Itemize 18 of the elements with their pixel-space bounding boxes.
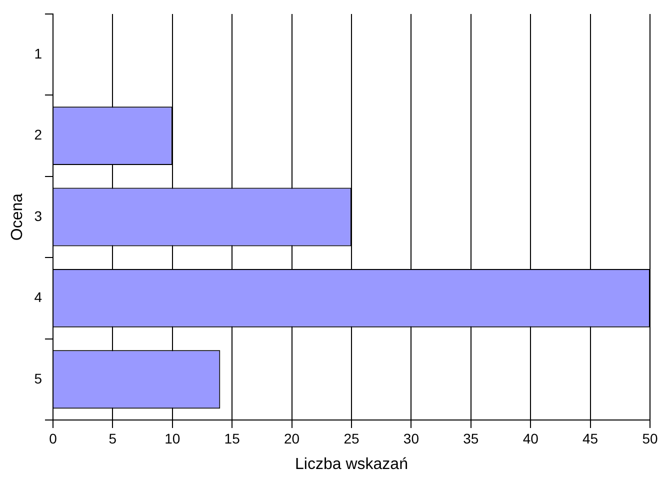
x-tick-label: 40 (522, 430, 539, 446)
x-axis-title: Liczba wskazań (295, 456, 408, 473)
x-tick-label: 15 (224, 430, 240, 446)
x-tick-label: 45 (582, 430, 598, 446)
x-tick-label: 25 (344, 430, 360, 446)
x-tick-label: 50 (642, 430, 658, 446)
y-tick-label: 4 (34, 289, 42, 306)
y-tick-label: 5 (34, 370, 42, 386)
x-tick-label: 35 (463, 430, 479, 446)
x-tick-label: 10 (164, 430, 180, 446)
y-tick-label: 3 (34, 208, 42, 224)
y-axis-title: Ocena (9, 193, 26, 241)
x-tick-label: 30 (403, 430, 420, 446)
y-tick-label: 2 (34, 126, 42, 143)
y-tick-label: 1 (34, 45, 42, 62)
x-tick-label: 5 (108, 430, 117, 446)
x-tick-label: 20 (284, 430, 300, 446)
x-tick-label: 0 (49, 430, 58, 446)
